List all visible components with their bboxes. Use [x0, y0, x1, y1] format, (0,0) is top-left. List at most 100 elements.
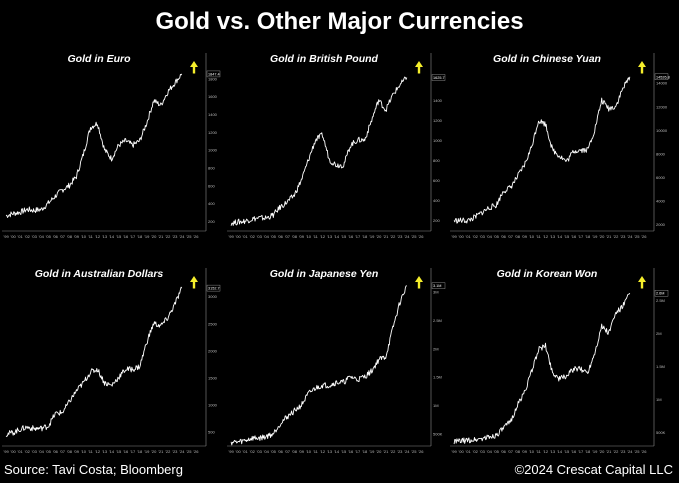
x-tick-label: '06	[278, 449, 284, 454]
y-tick-label: 1400	[433, 98, 443, 103]
x-tick-label: '14	[557, 234, 563, 239]
svg-text:3.1M: 3.1M	[433, 284, 441, 288]
x-tick-label: '02	[473, 234, 479, 239]
y-tick-label: 6000	[656, 175, 666, 180]
y-tick-label: 200	[208, 219, 215, 224]
chart-title: Gold in Australian Dollars	[35, 268, 164, 280]
series-line	[5, 286, 183, 438]
x-tick-label: '26	[418, 449, 424, 454]
last-value-label: 3.1M	[431, 282, 446, 289]
y-tick-label: 500K	[433, 432, 443, 437]
y-tick-label: 200	[433, 218, 440, 223]
x-tick-label: '18	[362, 234, 368, 239]
y-tick-label: 2500	[208, 321, 218, 326]
chart-panel-6: Gold in Korean Won 500K 1M 1.5M 2M 2.5M '99'00…	[450, 268, 669, 454]
y-tick-label: 2000	[208, 348, 218, 353]
x-tick-label: '03	[480, 449, 486, 454]
y-tick-label: 1.5M	[433, 375, 442, 380]
x-tick-label: '00	[11, 449, 17, 454]
source-note: Source: Tavi Costa; Bloomberg	[4, 462, 183, 477]
x-tick-label: '23	[620, 449, 626, 454]
x-tick-label: '01	[466, 449, 472, 454]
x-tick-label: '21	[383, 234, 389, 239]
x-tick-label: '15	[564, 449, 570, 454]
x-tick-label: '22	[390, 234, 396, 239]
x-tick-label: '12	[95, 449, 101, 454]
x-tick-label: '18	[362, 449, 368, 454]
x-tick-label: '10	[81, 234, 87, 239]
x-tick-label: '05	[271, 234, 277, 239]
x-tick-label: '22	[613, 234, 619, 239]
x-tick-label: '09	[74, 449, 80, 454]
x-tick-label: '21	[606, 234, 612, 239]
up-arrow-icon	[638, 61, 646, 74]
x-tick-label: '19	[592, 234, 598, 239]
x-tick-label: '26	[641, 449, 647, 454]
x-tick-label: '05	[271, 449, 277, 454]
x-tick-label: '06	[501, 449, 507, 454]
y-tick-label: 600	[208, 183, 215, 188]
x-tick-label: '24	[179, 234, 185, 239]
svg-text:2.6M: 2.6M	[656, 292, 664, 296]
x-tick-label: '07	[285, 449, 291, 454]
x-tick-label: '13	[550, 234, 556, 239]
up-arrow-icon	[190, 61, 198, 74]
x-tick-label: '24	[627, 449, 633, 454]
x-tick-label: '20	[151, 234, 157, 239]
x-tick-label: '08	[67, 449, 73, 454]
chart-title: Gold in Korean Won	[497, 268, 598, 280]
x-tick-label: '25	[186, 449, 192, 454]
up-arrow-icon	[415, 276, 423, 289]
svg-text:14526.8: 14526.8	[656, 75, 670, 79]
chart-panel-4: Gold in Australian Dollars 500 1000 1500 200…	[2, 268, 221, 454]
x-tick-label: '01	[18, 234, 24, 239]
x-tick-label: '03	[480, 234, 486, 239]
svg-text:1625.7: 1625.7	[433, 76, 445, 80]
x-tick-label: '05	[46, 234, 52, 239]
series-line	[230, 76, 408, 226]
y-tick-label: 1200	[433, 118, 443, 123]
x-tick-label: '08	[67, 234, 73, 239]
x-tick-label: '05	[494, 234, 500, 239]
x-tick-label: '00	[11, 234, 17, 239]
x-tick-label: '02	[25, 234, 31, 239]
last-value-label: 2.6M	[654, 290, 669, 297]
x-tick-label: '02	[25, 449, 31, 454]
x-tick-label: '09	[74, 234, 80, 239]
x-tick-label: '23	[172, 234, 178, 239]
y-tick-label: 600	[433, 178, 440, 183]
x-tick-label: '13	[102, 449, 108, 454]
x-tick-label: '04	[264, 234, 270, 239]
x-tick-label: '23	[172, 449, 178, 454]
x-tick-label: '04	[487, 449, 493, 454]
y-tick-label: 2M	[656, 331, 662, 336]
y-tick-label: 2M	[433, 346, 439, 351]
y-tick-label: 1200	[208, 130, 218, 135]
chart-panel-3: Gold in Chinese Yuan 2000 4000 6000 8000 1000…	[450, 53, 670, 239]
x-tick-label: '09	[299, 449, 305, 454]
x-tick-label: '07	[508, 234, 514, 239]
x-tick-label: '20	[599, 234, 605, 239]
y-tick-label: 1500	[208, 375, 218, 380]
x-tick-label: '08	[292, 234, 298, 239]
x-tick-label: '00	[459, 234, 465, 239]
series-line	[453, 292, 631, 445]
x-tick-label: '24	[404, 449, 410, 454]
x-tick-label: '10	[306, 234, 312, 239]
x-tick-label: '03	[257, 449, 263, 454]
x-tick-label: '10	[306, 449, 312, 454]
x-tick-label: '07	[285, 234, 291, 239]
x-tick-label: '07	[60, 449, 66, 454]
chart-title: Gold in British Pound	[270, 53, 378, 65]
x-tick-label: '26	[641, 234, 647, 239]
x-tick-label: '22	[390, 449, 396, 454]
x-tick-label: '21	[158, 234, 164, 239]
y-tick-label: 8000	[656, 151, 666, 156]
x-tick-label: '04	[264, 449, 270, 454]
x-tick-label: '24	[179, 449, 185, 454]
y-tick-label: 500K	[656, 430, 666, 435]
x-tick-label: '13	[102, 234, 108, 239]
up-arrow-icon	[190, 276, 198, 289]
x-tick-label: '16	[123, 234, 129, 239]
x-tick-label: '03	[32, 449, 38, 454]
